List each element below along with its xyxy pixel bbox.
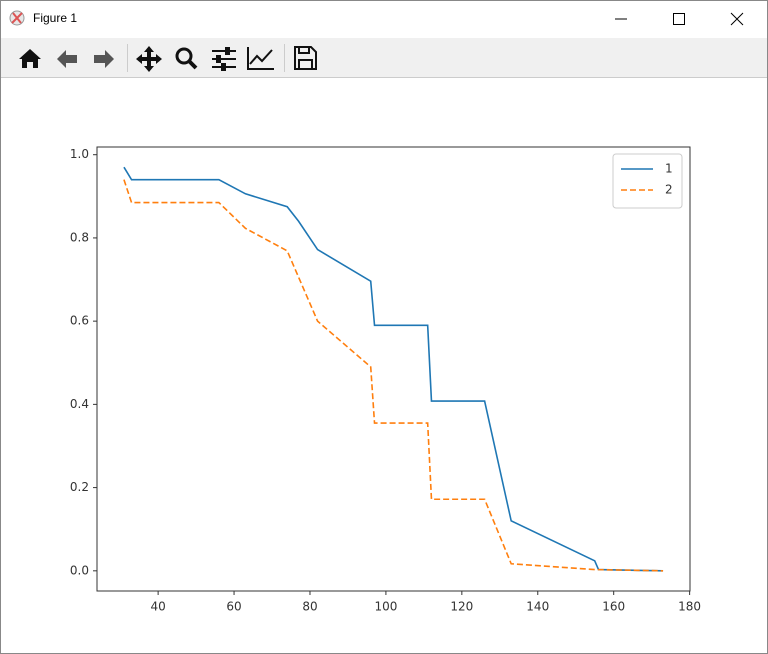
axes-frame [96,146,691,592]
zoom-handle [187,59,198,70]
zoom-button[interactable] [175,47,193,65]
y-tick-label: 1.0 [70,147,89,161]
legend-label: 2 [665,183,673,197]
x-tick-label: 180 [678,600,701,614]
x-tick-label: 40 [150,600,165,614]
edit-axis-button[interactable] [247,47,274,70]
toolbar-bg [1,38,767,77]
x-tick-label: 120 [450,600,473,614]
y-tick-label: 0.4 [70,397,89,411]
toolbar [1,38,767,78]
configure-button[interactable] [212,47,236,71]
y-tick-label: 0.2 [70,480,89,494]
series-line [123,179,664,572]
close-button[interactable] [730,12,744,26]
x-tick-label: 80 [302,600,317,614]
legend-label: 1 [665,162,673,176]
window-title: Figure 1 [33,11,77,25]
y-tick-label: 0.8 [70,230,89,244]
pan-button[interactable] [136,46,162,72]
y-tick-label: 0.0 [70,563,89,577]
x-tick-label: 140 [526,600,549,614]
home-button[interactable] [19,49,41,68]
forward-button[interactable] [94,50,114,68]
x-tick-label: 160 [602,600,625,614]
title-bar: Figure 1 [9,10,744,26]
legend-box [612,153,683,209]
x-tick-label: 60 [226,600,241,614]
maximize-button[interactable] [673,13,685,25]
save-button[interactable] [294,46,317,70]
plot-area: 40 60 80 100 120 140 160 180 0.0 0.2 0.4 0.6 0.8 1.0 1… [70,146,701,614]
y-tick-label: 0.6 [70,314,89,328]
series-line [123,166,664,572]
x-tick-label: 100 [374,600,397,614]
legend: 12 [612,153,683,209]
app-icon-mark [11,12,23,24]
back-button[interactable] [57,50,77,68]
